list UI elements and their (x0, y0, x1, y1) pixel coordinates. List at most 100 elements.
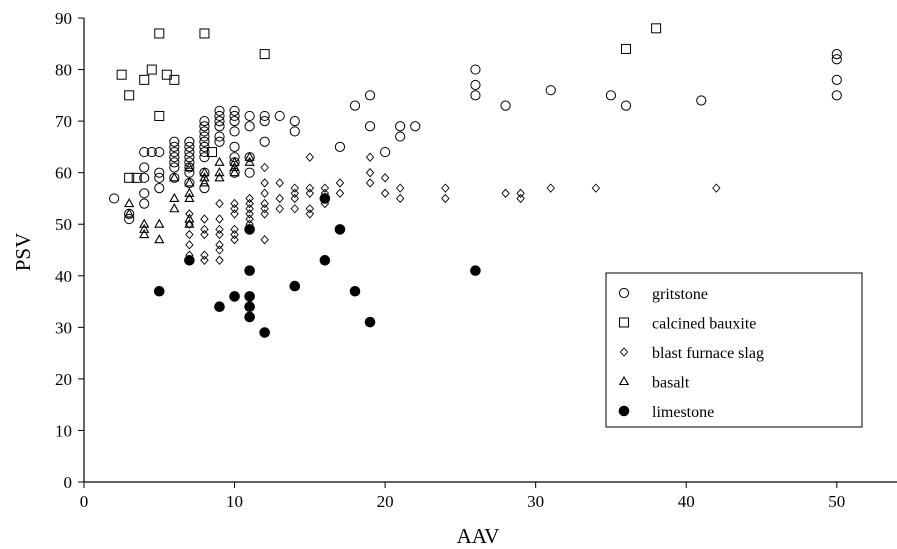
legend-items: gritstone calcined bauxite blast furnace s… (618, 286, 764, 421)
data-point (395, 193, 405, 204)
data-point (139, 223, 150, 233)
legend-label: calcined bauxite (652, 316, 756, 333)
data-point (199, 146, 210, 158)
data-point (184, 141, 195, 152)
data-point (229, 161, 240, 172)
data-point (696, 95, 707, 106)
data-point (215, 240, 224, 250)
data-point (290, 183, 299, 193)
data-point (260, 162, 269, 173)
data-point (244, 151, 255, 161)
data-point (214, 131, 225, 142)
data-point (380, 188, 390, 198)
data-point (305, 152, 315, 162)
data-point (229, 141, 240, 152)
data-point (229, 116, 240, 127)
data-point (260, 178, 269, 188)
data-point (214, 110, 225, 122)
data-point (154, 146, 165, 158)
data-point (605, 90, 617, 101)
legend-marker (618, 405, 630, 417)
data-point (214, 105, 225, 116)
y-tick-label: 10 (55, 421, 72, 440)
data-point (230, 198, 239, 209)
data-point (500, 100, 511, 111)
y-tick-label: 50 (55, 215, 72, 234)
legend: gritstone calcined bauxite blast furnace s… (605, 272, 863, 428)
data-point (545, 85, 556, 96)
data-point (244, 224, 255, 235)
data-point (516, 188, 525, 198)
data-point (470, 79, 481, 91)
data-point (109, 193, 120, 204)
data-point (124, 208, 135, 218)
data-point (229, 110, 240, 122)
x-tick-label: 10 (226, 492, 243, 511)
data-point (365, 178, 375, 188)
data-point (441, 193, 450, 204)
data-point (441, 183, 450, 193)
data-point (139, 146, 150, 158)
data-point (199, 121, 210, 132)
data-point (245, 204, 254, 214)
data-point (259, 110, 270, 122)
data-point (335, 188, 345, 198)
x-tick-label: 50 (828, 492, 845, 511)
data-point (124, 90, 135, 101)
series-blast-furnace-slag (185, 152, 721, 265)
data-point (259, 327, 270, 338)
data-point (305, 209, 315, 219)
data-point (184, 157, 195, 168)
series-gritstone (109, 48, 842, 225)
data-point (185, 229, 194, 240)
data-point (230, 209, 239, 219)
data-point (229, 105, 240, 116)
data-point (501, 188, 510, 198)
x-axis-title: AAV (457, 524, 500, 548)
data-point (199, 136, 210, 147)
y-tick-label: 60 (55, 164, 72, 183)
legend-marker (619, 317, 629, 328)
data-point (184, 177, 195, 187)
data-point (230, 235, 239, 245)
data-point (214, 136, 225, 147)
data-point (230, 224, 239, 235)
data-point (305, 183, 315, 193)
data-point (470, 265, 481, 276)
data-point (146, 146, 157, 158)
data-point (199, 131, 210, 142)
data-point (199, 183, 210, 194)
legend-marker (618, 375, 630, 386)
x-axis-ticks: 0 10 20 30 40 50 (80, 482, 845, 511)
data-point (169, 172, 180, 182)
y-tick-label: 70 (55, 112, 72, 131)
data-point (470, 90, 481, 101)
legend-label: gritstone (652, 286, 708, 303)
data-point (245, 209, 254, 219)
legend-label: blast furnace slag (652, 345, 764, 362)
data-point (169, 162, 180, 173)
data-point (290, 204, 299, 214)
data-point (245, 193, 254, 204)
data-point (229, 156, 240, 166)
data-point (200, 214, 209, 224)
data-point (199, 177, 210, 187)
data-point (244, 156, 255, 166)
data-point (154, 110, 165, 121)
data-point (214, 301, 225, 313)
y-tick-label: 30 (55, 318, 72, 337)
legend-label: limestone (652, 404, 714, 421)
data-point (305, 188, 315, 198)
data-point (215, 229, 224, 240)
data-point (349, 100, 361, 111)
data-point (139, 228, 150, 239)
data-point (199, 28, 210, 39)
data-point (380, 146, 391, 158)
data-point (365, 167, 375, 178)
series-limestone (153, 193, 481, 338)
data-point (199, 172, 210, 182)
data-points (109, 23, 842, 338)
data-point (215, 224, 224, 235)
x-tick-label: 0 (80, 492, 89, 511)
